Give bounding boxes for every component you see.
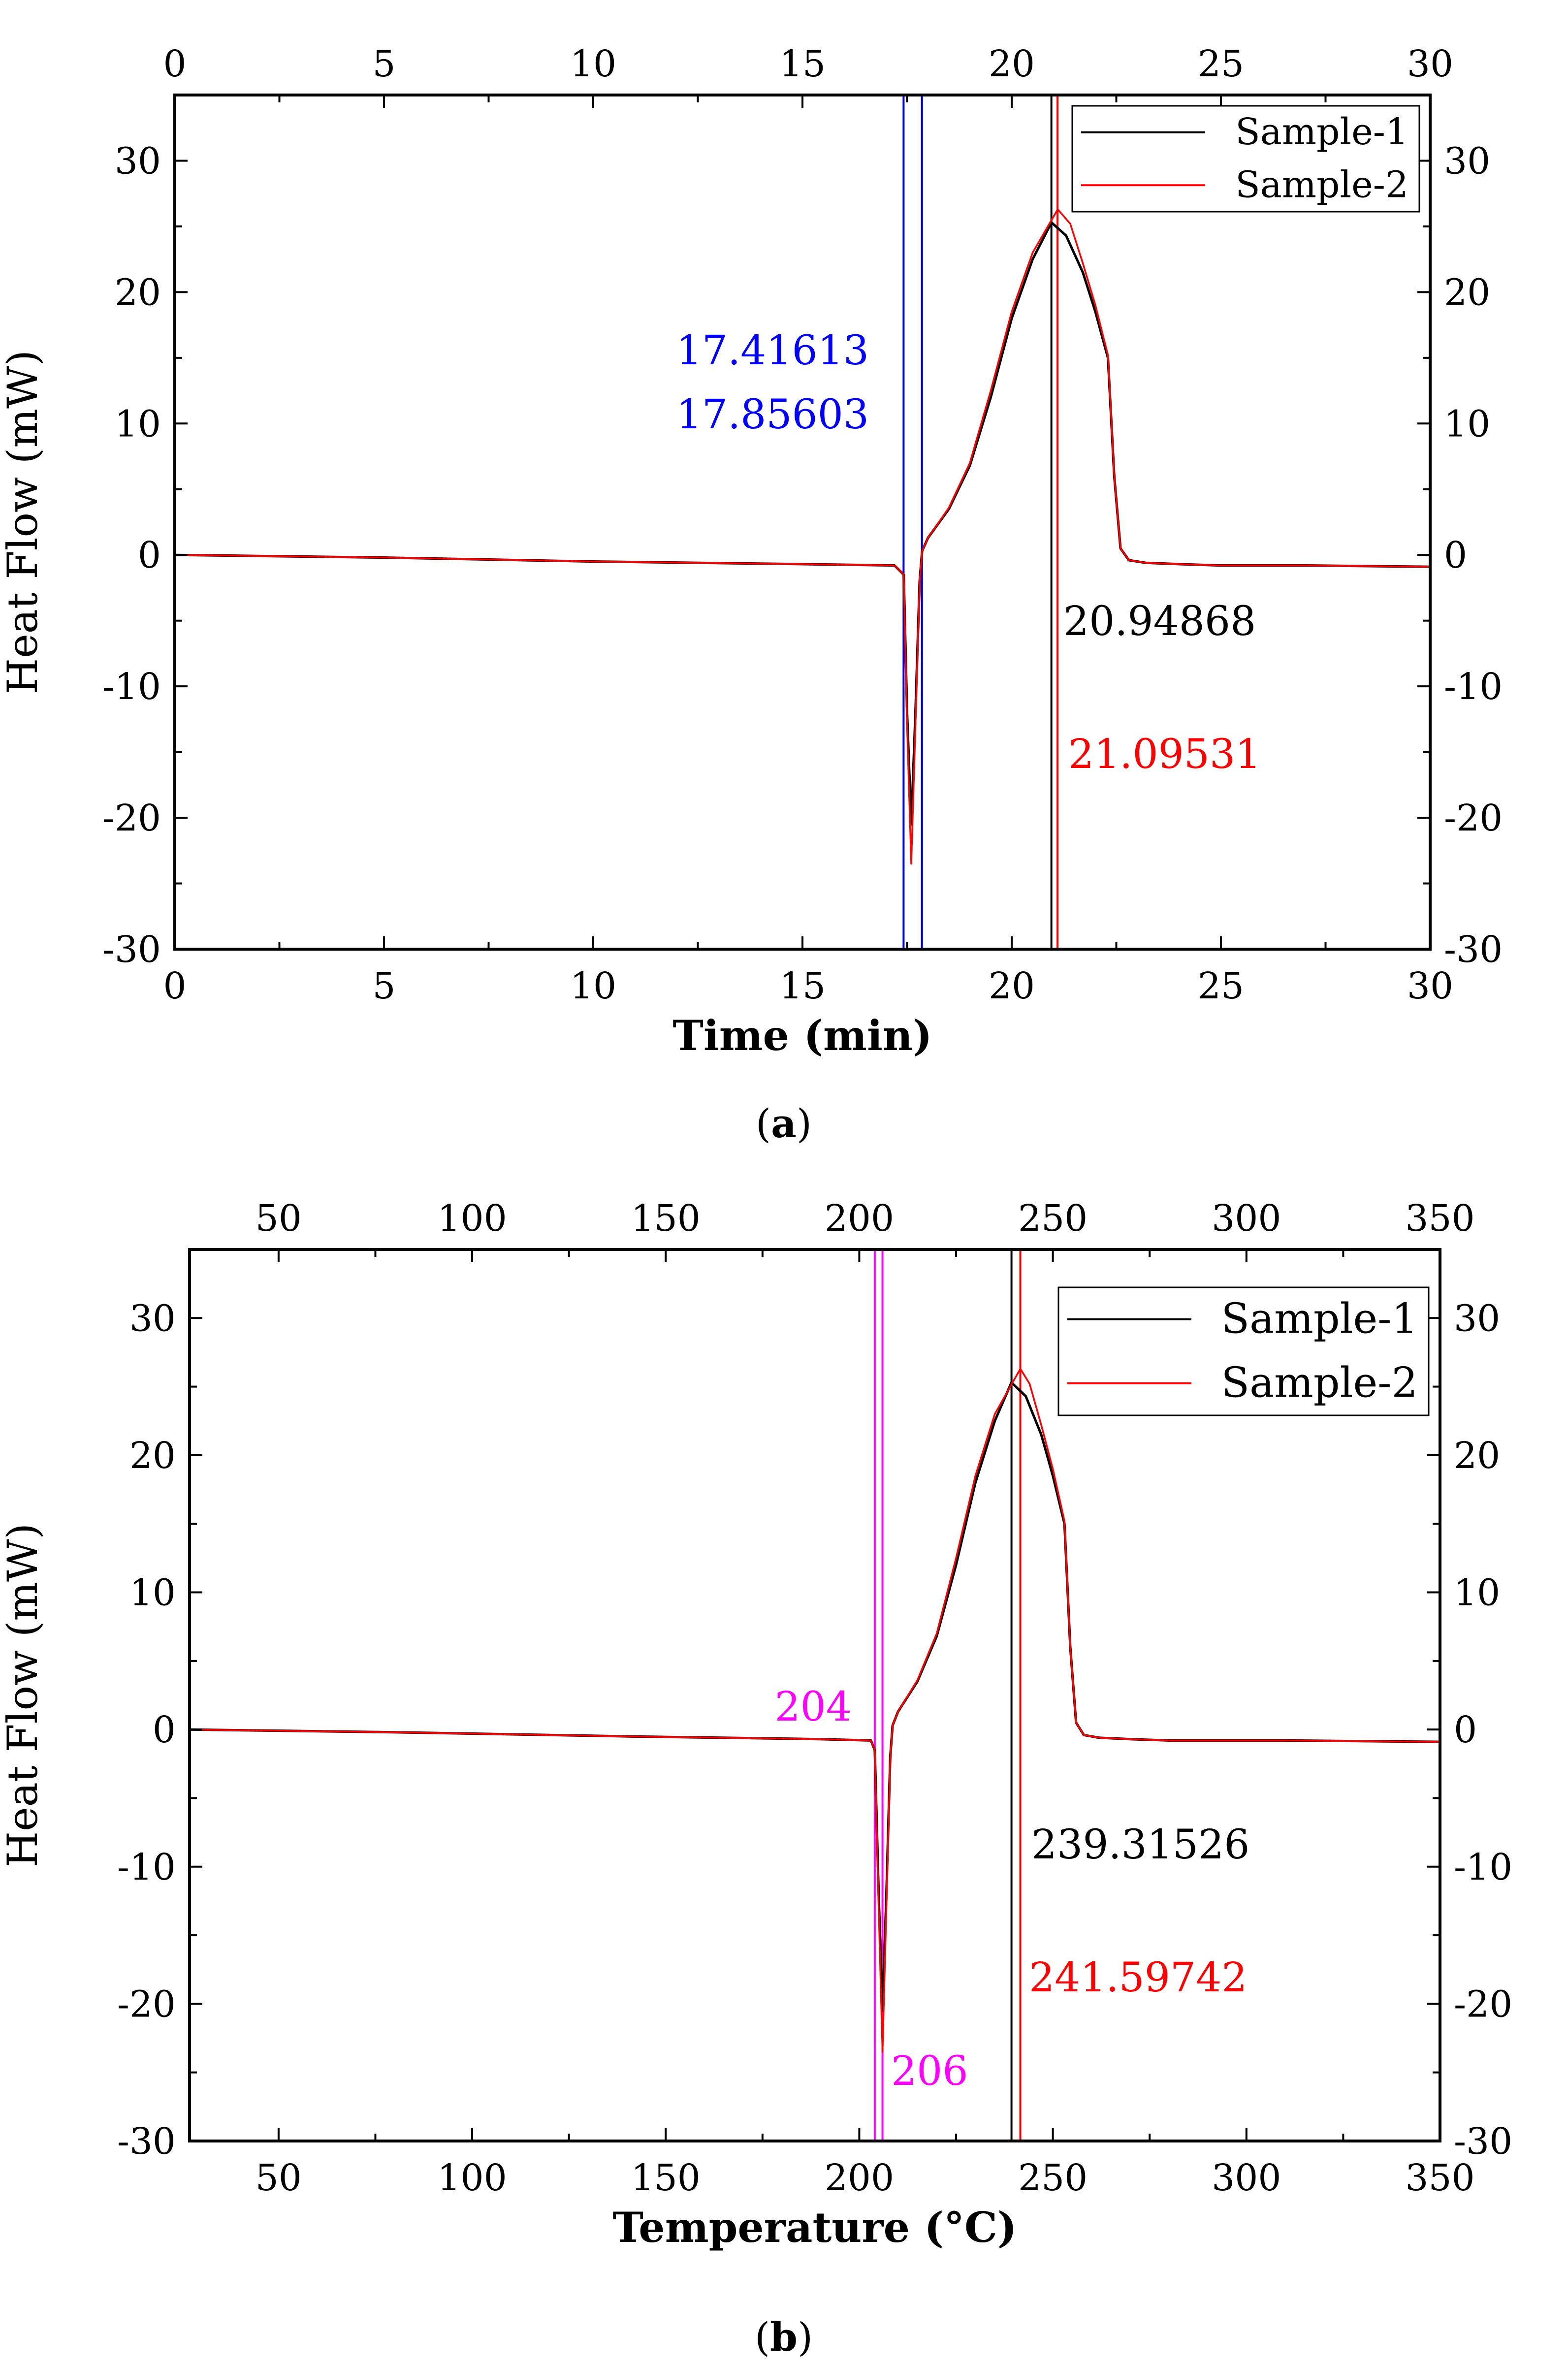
chart-b-caption: (b) [755, 2314, 813, 2360]
chart-b-marker-label-239.31526: 239.31526 [1031, 1822, 1249, 1868]
chart-a-y-tick-label-right-0: 0 [1444, 534, 1467, 576]
chart-b-x-tick-label-bottom-150: 150 [631, 2157, 701, 2199]
chart-b-y-tick-label-left--30: -30 [117, 2120, 176, 2163]
chart-b-y-tick-label-left-10: 10 [129, 1572, 176, 1614]
chart-b-y-tick-label-right-0: 0 [1454, 1709, 1477, 1751]
chart-a-caption-letter: a [771, 1100, 797, 1147]
chart-b-y-tick-label-left-30: 30 [129, 1297, 176, 1340]
chart-b-y-tick-label-right--10: -10 [1454, 1846, 1512, 1888]
chart-a-legend-label-Sample-2: Sample-2 [1235, 164, 1408, 206]
chart-a-y-tick-label-right--30: -30 [1444, 928, 1503, 971]
chart-a-x-tick-label-bottom-5: 5 [372, 965, 395, 1007]
chart-b-y-tick-label-left--20: -20 [117, 1983, 176, 2025]
chart-a-y-tick-label-right-30: 30 [1444, 140, 1490, 182]
chart-b-caption-close: ) [798, 2314, 813, 2360]
chart-b-x-tick-label-top-50: 50 [256, 1197, 302, 1240]
chart-a-y-tick-label-left-10: 10 [115, 403, 161, 445]
chart-b-marker-label-241.59742: 241.59742 [1029, 1954, 1247, 2001]
chart-a-y-axis-title: Heat Flow (mW) [0, 350, 47, 694]
chart-a-x-tick-label-bottom-10: 10 [570, 965, 616, 1007]
chart-a-x-tick-label-bottom-30: 30 [1407, 965, 1453, 1007]
chart-b-x-tick-label-top-200: 200 [825, 1197, 894, 1240]
chart-a-y-tick-label-right-20: 20 [1444, 271, 1490, 314]
chart-a-legend-label-Sample-1: Sample-1 [1235, 111, 1408, 153]
chart-a-y-tick-label-left--10: -10 [102, 666, 161, 708]
chart-a-x-tick-label-bottom-25: 25 [1198, 965, 1244, 1007]
chart-b-legend-label-Sample-2: Sample-2 [1221, 1359, 1418, 1407]
chart-b-series-line-Sample-2 [190, 1368, 1440, 2053]
chart-panel-b: 5050100100150150200200250250300300350350… [0, 1197, 1512, 2360]
chart-b-x-tick-label-top-150: 150 [631, 1197, 701, 1240]
chart-b-y-tick-label-right--30: -30 [1454, 2120, 1512, 2163]
chart-a-y-tick-label-right--10: -10 [1444, 666, 1503, 708]
chart-b-x-tick-label-bottom-100: 100 [437, 2157, 507, 2199]
chart-a-legend-box [1071, 105, 1420, 213]
chart-b-y-tick-label-right--20: -20 [1454, 1983, 1512, 2025]
chart-b-marker-label-206: 206 [891, 2048, 968, 2095]
chart-a-marker-label-17.41613: 17.41613 [676, 327, 869, 374]
chart-b-caption-open: ( [755, 2314, 770, 2360]
chart-b-x-tick-label-top-100: 100 [437, 1197, 507, 1240]
chart-a-x-axis-title: Time (min) [672, 1011, 932, 1060]
chart-b-y-tick-label-right-20: 20 [1454, 1435, 1500, 1477]
chart-b-x-tick-label-top-300: 300 [1212, 1197, 1281, 1240]
chart-b-legend-label-Sample-1: Sample-1 [1221, 1295, 1418, 1343]
chart-b-y-tick-label-left-20: 20 [129, 1435, 176, 1477]
chart-a-x-tick-label-top-25: 25 [1198, 43, 1244, 85]
chart-a-caption-close: ) [797, 1101, 812, 1147]
chart-a-series-line-Sample-2 [175, 208, 1430, 865]
chart-b-y-tick-label-left-0: 0 [153, 1709, 176, 1751]
chart-a-marker-label-21.09531: 21.09531 [1068, 731, 1261, 778]
chart-a-y-tick-label-left-0: 0 [138, 534, 161, 576]
chart-b-series-group [190, 1368, 1440, 2053]
chart-b-x-tick-label-bottom-50: 50 [256, 2157, 302, 2199]
chart-b-x-tick-label-top-350: 350 [1405, 1197, 1474, 1240]
chart-b-y-tick-label-right-10: 10 [1454, 1572, 1500, 1614]
chart-b-x-tick-label-bottom-350: 350 [1405, 2157, 1474, 2199]
chart-b-marker-label-204: 204 [774, 1684, 852, 1730]
chart-a-x-tick-label-top-0: 0 [163, 43, 186, 85]
chart-a-caption-open: ( [756, 1101, 771, 1147]
chart-a-caption: (a) [756, 1100, 812, 1147]
chart-a-x-tick-label-top-5: 5 [372, 43, 395, 85]
chart-a-x-tick-label-top-15: 15 [779, 43, 826, 85]
chart-a-y-tick-label-right-10: 10 [1444, 403, 1490, 445]
chart-a-x-tick-label-top-30: 30 [1407, 43, 1453, 85]
chart-b-x-tick-label-bottom-200: 200 [825, 2157, 894, 2199]
chart-a-y-tick-label-left-30: 30 [115, 140, 161, 182]
chart-a-y-tick-label-left-20: 20 [115, 271, 161, 314]
chart-a-x-tick-label-bottom-15: 15 [779, 965, 826, 1007]
chart-a-series-group [175, 208, 1430, 865]
chart-b-y-axis-title: Heat Flow (mW) [0, 1523, 47, 1867]
chart-b-x-tick-label-bottom-300: 300 [1212, 2157, 1281, 2199]
chart-b-x-axis-title: Temperature (°C) [612, 2203, 1017, 2252]
chart-a-y-tick-label-right--20: -20 [1444, 797, 1503, 839]
chart-a-y-tick-label-left--30: -30 [102, 928, 161, 971]
chart-a-x-tick-label-bottom-20: 20 [989, 965, 1035, 1007]
chart-b-x-tick-label-top-250: 250 [1018, 1197, 1088, 1240]
chart-a-x-tick-label-top-20: 20 [989, 43, 1035, 85]
chart-b-x-tick-label-bottom-250: 250 [1018, 2157, 1088, 2199]
chart-a-marker-label-17.85603: 17.85603 [676, 391, 869, 438]
chart-b-plot-frame [188, 1248, 1441, 2142]
chart-a-x-tick-label-bottom-0: 0 [163, 965, 186, 1007]
chart-b-legend-box [1057, 1286, 1430, 1416]
chart-a-marker-label-20.94868: 20.94868 [1063, 598, 1256, 645]
chart-a-x-tick-label-top-10: 10 [570, 43, 616, 85]
chart-a-y-tick-label-left--20: -20 [102, 797, 161, 839]
chart-b-caption-letter: b [770, 2314, 798, 2360]
chart-b-y-tick-label-left--10: -10 [117, 1846, 176, 1888]
chart-b-y-tick-label-right-30: 30 [1454, 1297, 1500, 1340]
